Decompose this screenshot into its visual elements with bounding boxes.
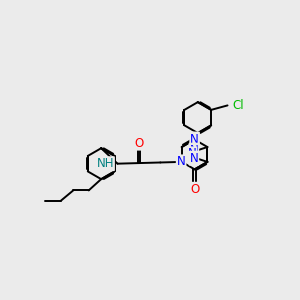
Text: O: O [190, 183, 199, 196]
Text: NH: NH [96, 157, 114, 170]
Text: N: N [190, 133, 199, 146]
Text: O: O [134, 137, 143, 150]
Text: N: N [190, 152, 198, 165]
Text: Cl: Cl [233, 99, 244, 112]
Text: N: N [188, 147, 196, 161]
Text: N: N [190, 144, 198, 157]
Text: N: N [177, 155, 185, 168]
